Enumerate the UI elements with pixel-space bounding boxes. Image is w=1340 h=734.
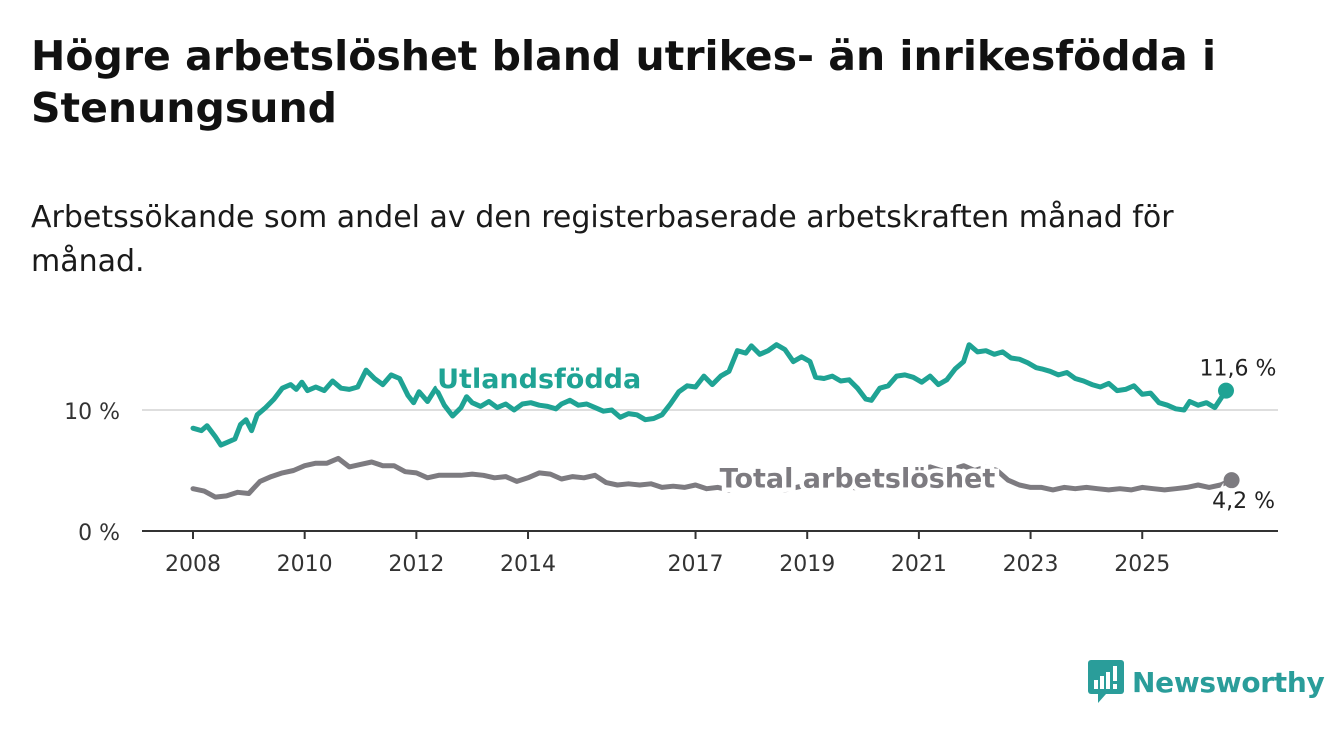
line-chart: 0 % 10 % 2008 2010 2012 2014 2017 2019 2021 2023 2… (64, 342, 1279, 577)
series-end-marker (1218, 382, 1234, 399)
series-line-utlandsf-dda (190, 342, 1229, 448)
chart-title: Högre arbetslöshet bland utrikes- än inr… (31, 32, 1216, 132)
series-label: Utlandsfödda (437, 364, 641, 395)
x-tick-label: 2012 (388, 552, 444, 577)
x-tick-label: 2010 (277, 552, 333, 577)
newsworthy-logo[interactable]: Newsworthy (1088, 660, 1325, 704)
x-tick-label: 2021 (891, 552, 947, 577)
newsworthy-logo-text: Newsworthy (1132, 665, 1325, 699)
series-end-value-label: 11,6 % (1200, 357, 1277, 382)
x-tick-label: 2008 (165, 552, 221, 577)
x-tick-label: 2019 (779, 552, 835, 577)
x-tick-label: 2017 (668, 552, 724, 577)
series-end-marker (1223, 472, 1240, 489)
x-tick-label: 2014 (500, 552, 556, 577)
series-end-value-label: 4,2 % (1212, 489, 1275, 514)
x-tick-label: 2023 (1003, 552, 1059, 577)
y-tick-label: 0 % (78, 521, 120, 546)
newsworthy-logo-icon (1088, 660, 1124, 703)
series-line-total-arbetsl-shet (190, 455, 1235, 500)
series-label: Total arbetslöshet (720, 463, 996, 494)
y-tick-label: 10 % (64, 400, 120, 425)
chart-subtitle: Arbetssökande som andel av den registerb… (31, 200, 1174, 279)
x-tick-label: 2025 (1114, 552, 1170, 577)
